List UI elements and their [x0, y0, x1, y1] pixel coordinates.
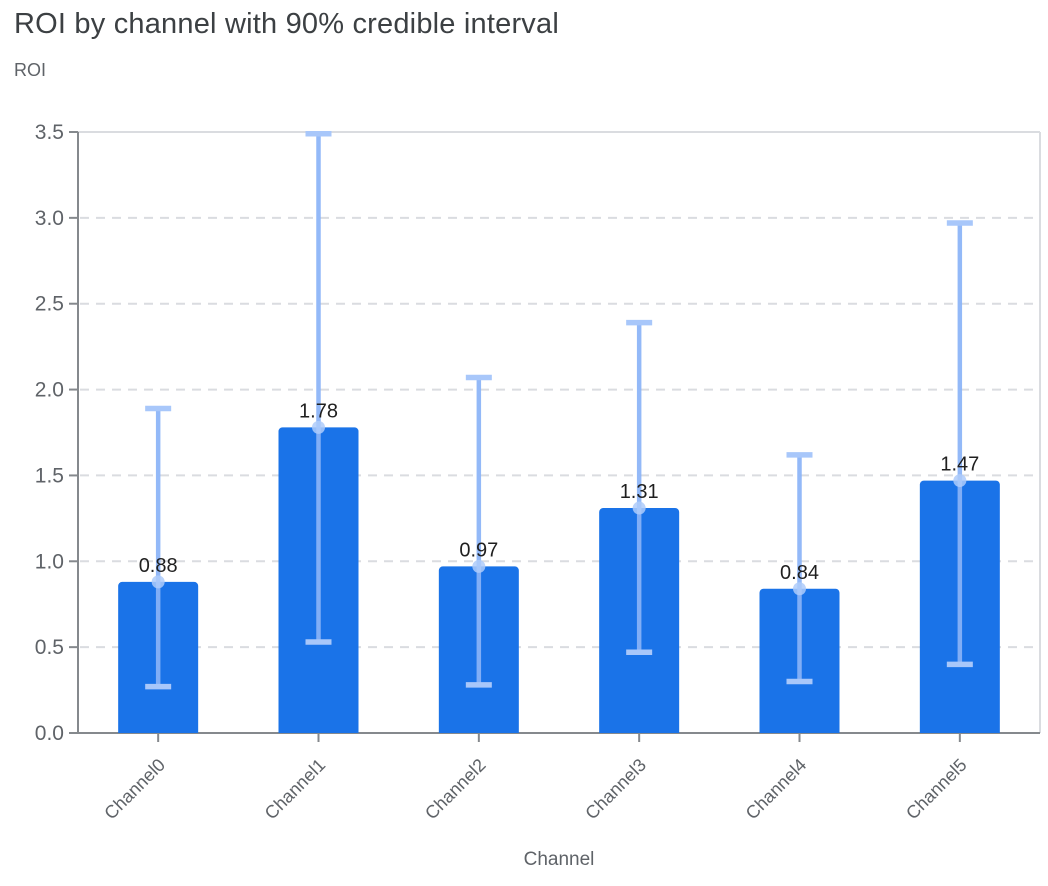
mean-marker-channel1[interactable] [312, 420, 325, 434]
x-tick-label-channel3: Channel3 [581, 755, 650, 824]
bar-value-label-channel2: 0.97 [459, 539, 498, 561]
x-tick-label-channel2: Channel2 [421, 755, 490, 824]
mean-marker-channel3[interactable] [632, 501, 646, 515]
chart-title: ROI by channel with 90% credible interva… [14, 8, 559, 40]
bar-value-label-channel0: 0.88 [139, 555, 178, 577]
mean-marker-channel5[interactable] [953, 474, 967, 488]
y-axis-title: ROI [14, 60, 47, 80]
x-tick-label-channel4: Channel4 [742, 755, 811, 824]
y-tick-label-3.5: 3.5 [35, 121, 64, 144]
y-tick-label-0: 0.0 [35, 722, 64, 745]
bar-value-label-channel3: 1.31 [620, 481, 659, 503]
y-tick-label-2.5: 2.5 [35, 293, 64, 316]
x-tick-label-channel0: Channel0 [100, 755, 169, 824]
x-axis-title: Channel [523, 849, 595, 870]
x-tick-label-channel1: Channel1 [261, 755, 330, 824]
bar-value-label-channel1: 1.78 [299, 400, 338, 422]
y-tick-label-3: 3.0 [35, 207, 64, 230]
x-tick-label-channel5: Channel5 [902, 755, 971, 824]
y-tick-label-0.5: 0.5 [35, 636, 64, 659]
bar-value-label-channel4: 0.84 [780, 562, 819, 584]
bar-value-label-channel5: 1.47 [940, 454, 979, 476]
mean-marker-channel2[interactable] [472, 559, 486, 573]
mean-marker-channel4[interactable] [793, 582, 806, 596]
mean-marker-channel0[interactable] [151, 575, 165, 589]
y-tick-label-1.5: 1.5 [35, 464, 64, 487]
y-tick-label-2: 2.0 [35, 379, 64, 402]
y-tick-label-1: 1.0 [35, 550, 64, 573]
